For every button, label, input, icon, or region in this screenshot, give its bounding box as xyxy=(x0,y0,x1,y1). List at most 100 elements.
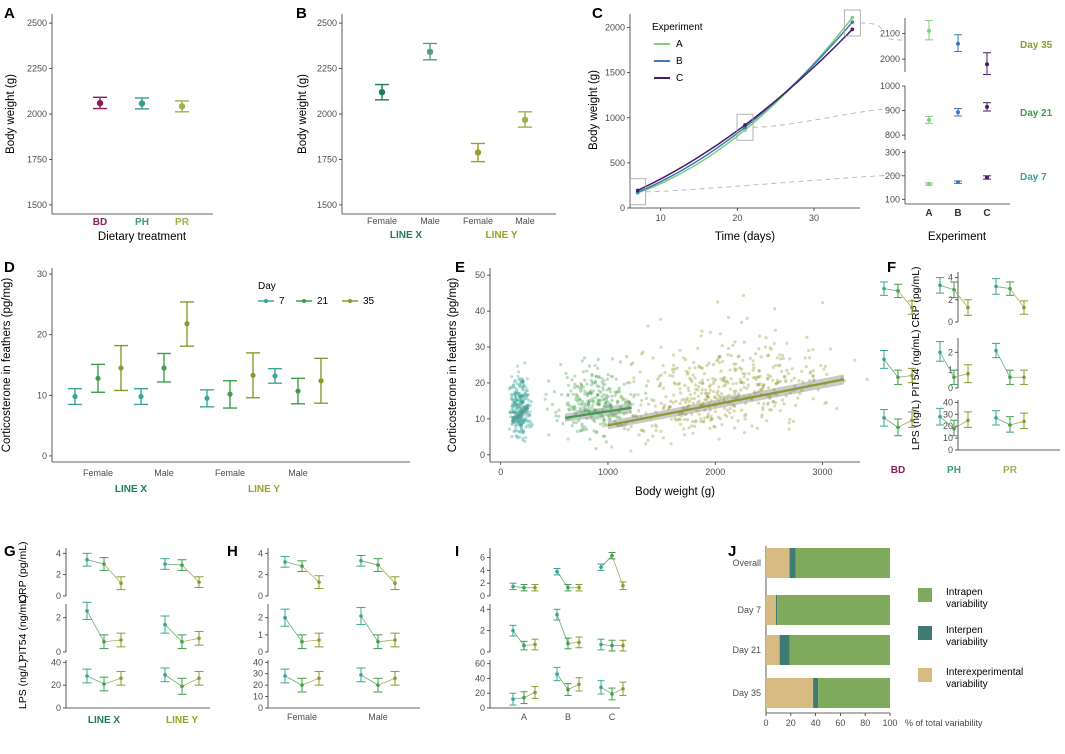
panel-e-point-day-35 xyxy=(676,382,680,387)
panel-e-point-day-21 xyxy=(593,396,598,400)
panel-e-point-day-21 xyxy=(573,382,577,386)
panel-e-point-day-35 xyxy=(661,406,665,410)
panel-e-point-day-7 xyxy=(508,385,512,389)
panel-e-point-day-7 xyxy=(519,401,523,405)
panel-e-point-day-35 xyxy=(741,358,745,362)
panel-e-point-day-35 xyxy=(744,412,748,416)
panel-e-point-day-35 xyxy=(702,372,707,376)
panel-c-inset-bar-point xyxy=(985,104,989,109)
panel-e-point-day-7 xyxy=(510,435,514,439)
panel-e-point-day-21 xyxy=(629,363,633,367)
panel-j-x-tick-label: 60 xyxy=(835,718,845,728)
panel-e-point-day-35 xyxy=(719,395,723,399)
panel-e-point-day-7 xyxy=(516,410,520,414)
panel-e-point-day-7 xyxy=(515,434,519,438)
panel-e-point-day-7 xyxy=(529,400,534,404)
panel-e-point-day-7 xyxy=(514,410,518,414)
panel-d-y-tick-label: 10 xyxy=(37,390,47,400)
panel-d-bar-0-0-point xyxy=(72,393,78,400)
panel-e-point-day-35 xyxy=(619,396,623,400)
panel-e-point-day-35 xyxy=(719,377,723,381)
panel-e-point-day-7 xyxy=(515,403,519,407)
panel-e-point-day-21 xyxy=(581,385,585,389)
panel-e-point-day-35 xyxy=(684,412,688,416)
panel-e-point-day-35 xyxy=(733,369,737,373)
panel-e-point-day-35 xyxy=(722,395,727,399)
panel-e-point-day-35 xyxy=(759,355,763,359)
panel-e-point-day-7 xyxy=(521,436,525,440)
panel-e-point-day-35 xyxy=(735,394,739,398)
panel-e-point-day-7 xyxy=(522,394,526,398)
panel-b-group-label: LINE Y xyxy=(485,230,517,241)
panel-e-point-day-21 xyxy=(620,423,624,427)
panel-e-point-day-21 xyxy=(607,386,611,390)
panel-e-point-day-35 xyxy=(723,413,727,417)
panel-e-point-day-35 xyxy=(822,367,826,371)
panel-e-point-day-35 xyxy=(717,437,721,441)
panel-e-point-day-35 xyxy=(609,374,613,378)
panel-e-point-day-7 xyxy=(511,416,515,420)
panel-e-point-day-35 xyxy=(700,366,704,370)
panel-f-y-tick-label: 0 xyxy=(948,317,953,327)
panel-e-point-day-35 xyxy=(711,389,716,394)
panel-d-legend-label: 7 xyxy=(279,296,285,307)
panel-e-point-day-21 xyxy=(608,403,613,407)
panel-e-point-day-7 xyxy=(528,404,532,408)
panel-e-point-day-35 xyxy=(632,376,636,380)
panel-e-point-day-35 xyxy=(678,387,682,391)
panel-e-point-day-35 xyxy=(726,346,731,351)
panel-e-point-day-35 xyxy=(626,427,630,432)
panel-e-point-day-35 xyxy=(646,379,650,383)
panel-d-legend-dot xyxy=(348,299,352,303)
panel-e-point-day-35 xyxy=(678,402,682,406)
panel-e-point-day-35 xyxy=(656,377,660,381)
panel-e-point-day-35 xyxy=(808,378,812,382)
panel-d-bar-1-1-point xyxy=(161,365,167,371)
panel-e-point-day-7 xyxy=(511,410,515,415)
panel-e-point-day-7 xyxy=(511,392,515,397)
panel-e-point-day-7 xyxy=(525,404,530,408)
panel-j-y-label: Day 35 xyxy=(732,688,761,698)
panel-e-point-day-35 xyxy=(760,415,764,419)
panel-e-point-day-35 xyxy=(651,434,655,438)
panel-e-point-day-7 xyxy=(513,424,517,428)
panel-e-point-day-35 xyxy=(684,400,688,405)
panel-h-x-label: Female xyxy=(287,712,317,722)
panel-e-point-day-35 xyxy=(761,385,765,389)
panel-e-point-day-35 xyxy=(579,381,583,386)
panel-c-inset-label: Day 21 xyxy=(1020,108,1053,119)
panel-e-point-day-35 xyxy=(692,396,696,401)
panel-e-point-day-21 xyxy=(589,383,593,387)
panel-e-point-day-35 xyxy=(690,379,694,383)
panel-e-point-day-21 xyxy=(594,374,599,379)
panel-e-point-day-35 xyxy=(722,379,726,383)
panel-e-point-day-35 xyxy=(669,417,674,421)
panel-e-point-day-21 xyxy=(597,401,601,406)
panel-e-point-day-35 xyxy=(740,380,744,384)
panel-e-point-day-21 xyxy=(583,392,587,396)
panel-e-point-day-21 xyxy=(605,424,609,428)
panel-e-point-day-21 xyxy=(570,407,575,411)
panel-e-point-day-35 xyxy=(753,352,758,356)
panel-e-point-day-21 xyxy=(565,375,569,380)
panel-e-point-day-35 xyxy=(614,414,618,418)
panel-e-point-day-35 xyxy=(775,356,779,360)
panel-e-point-day-7 xyxy=(517,435,522,439)
panel-c-zoom-connector xyxy=(860,22,904,41)
panel-e-point-day-21 xyxy=(615,390,619,394)
panel-e-point-day-7 xyxy=(520,395,525,399)
panel-b-y-tick-label: 2000 xyxy=(317,109,337,119)
panel-e-point-day-7 xyxy=(519,423,523,427)
panel-e-point-day-35 xyxy=(812,379,816,383)
panel-c-inset-label: Day 7 xyxy=(1020,172,1047,183)
panel-e-point-day-21 xyxy=(585,427,589,432)
panel-letter-C: C xyxy=(592,5,603,22)
panel-e-point-day-21 xyxy=(616,424,620,428)
panel-e-point-day-21 xyxy=(570,378,574,382)
panel-b-x-label: Male xyxy=(515,216,535,226)
panel-e-point-day-35 xyxy=(704,391,708,396)
panel-e-point-day-21 xyxy=(586,391,590,395)
panel-e-point-day-35 xyxy=(785,368,789,372)
panel-e-point-day-7 xyxy=(512,400,516,404)
panel-e-point-day-7 xyxy=(513,393,517,397)
